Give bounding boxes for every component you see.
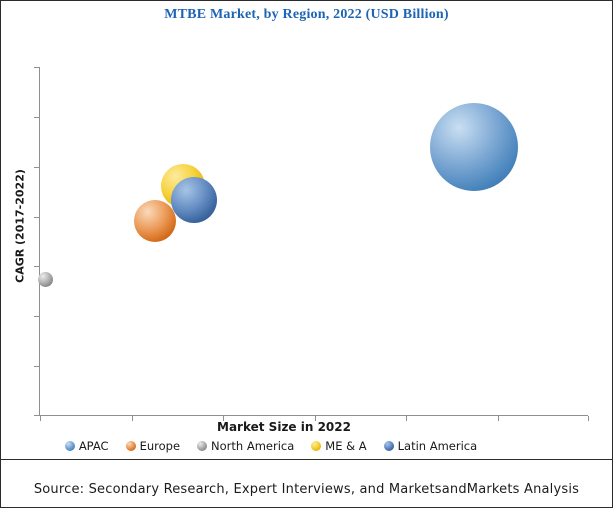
legend-label: Europe xyxy=(139,439,181,453)
source-bar: Source: Secondary Research, Expert Inter… xyxy=(1,460,612,507)
legend-label: APAC xyxy=(78,439,109,453)
legend-marker-apac xyxy=(64,441,75,451)
y-axis-tick xyxy=(34,415,39,416)
bubble-apac xyxy=(429,103,518,192)
source-text: Source: Secondary Research, Expert Inter… xyxy=(33,482,580,497)
y-axis-tick xyxy=(34,316,39,318)
x-axis-tick xyxy=(588,416,589,421)
legend-marker-north-america xyxy=(197,441,208,451)
y-axis-tick xyxy=(34,166,39,168)
y-axis-tick xyxy=(34,116,39,118)
x-axis-tick xyxy=(314,416,316,421)
legend-label: ME & A xyxy=(325,439,367,453)
y-axis-label: CAGR (2017-2022) xyxy=(13,169,27,283)
legend-marker-latin-america xyxy=(383,441,394,451)
bubble-europe xyxy=(134,199,177,242)
chart-title: MTBE Market, by Region, 2022 (USD Billio… xyxy=(164,7,449,22)
y-axis-tick xyxy=(34,216,39,218)
plot-area xyxy=(34,67,589,421)
legend-label: Latin America xyxy=(397,439,478,453)
legend-label: North America xyxy=(211,439,295,453)
chart-legend: APAC Europe North America ME & A Latin Ameri… xyxy=(1,439,541,453)
legend-item-me-a: ME & A xyxy=(311,439,367,453)
legend-item-europe: Europe xyxy=(125,439,181,453)
x-axis-tick xyxy=(131,416,133,421)
bubble-chart: MTBE Market, by Region, 2022 (USD Billio… xyxy=(1,1,612,460)
legend-marker-europe xyxy=(125,441,136,451)
x-axis-tick xyxy=(406,416,407,421)
x-axis-tick xyxy=(40,416,41,421)
x-axis-tick xyxy=(223,416,224,421)
legend-item-apac: APAC xyxy=(64,439,109,453)
x-axis-label: Market Size in 2022 xyxy=(217,420,351,434)
x-axis-tick xyxy=(497,416,499,421)
legend-marker-me-a xyxy=(311,441,322,451)
bubble-latin-america xyxy=(170,176,217,223)
legend-item-latin-america: Latin America xyxy=(383,439,478,453)
y-axis-tick xyxy=(34,266,39,268)
y-axis-tick xyxy=(34,366,39,368)
y-axis-tick xyxy=(34,67,39,68)
legend-item-north-america: North America xyxy=(197,439,294,453)
bubble-north-america xyxy=(38,272,53,288)
